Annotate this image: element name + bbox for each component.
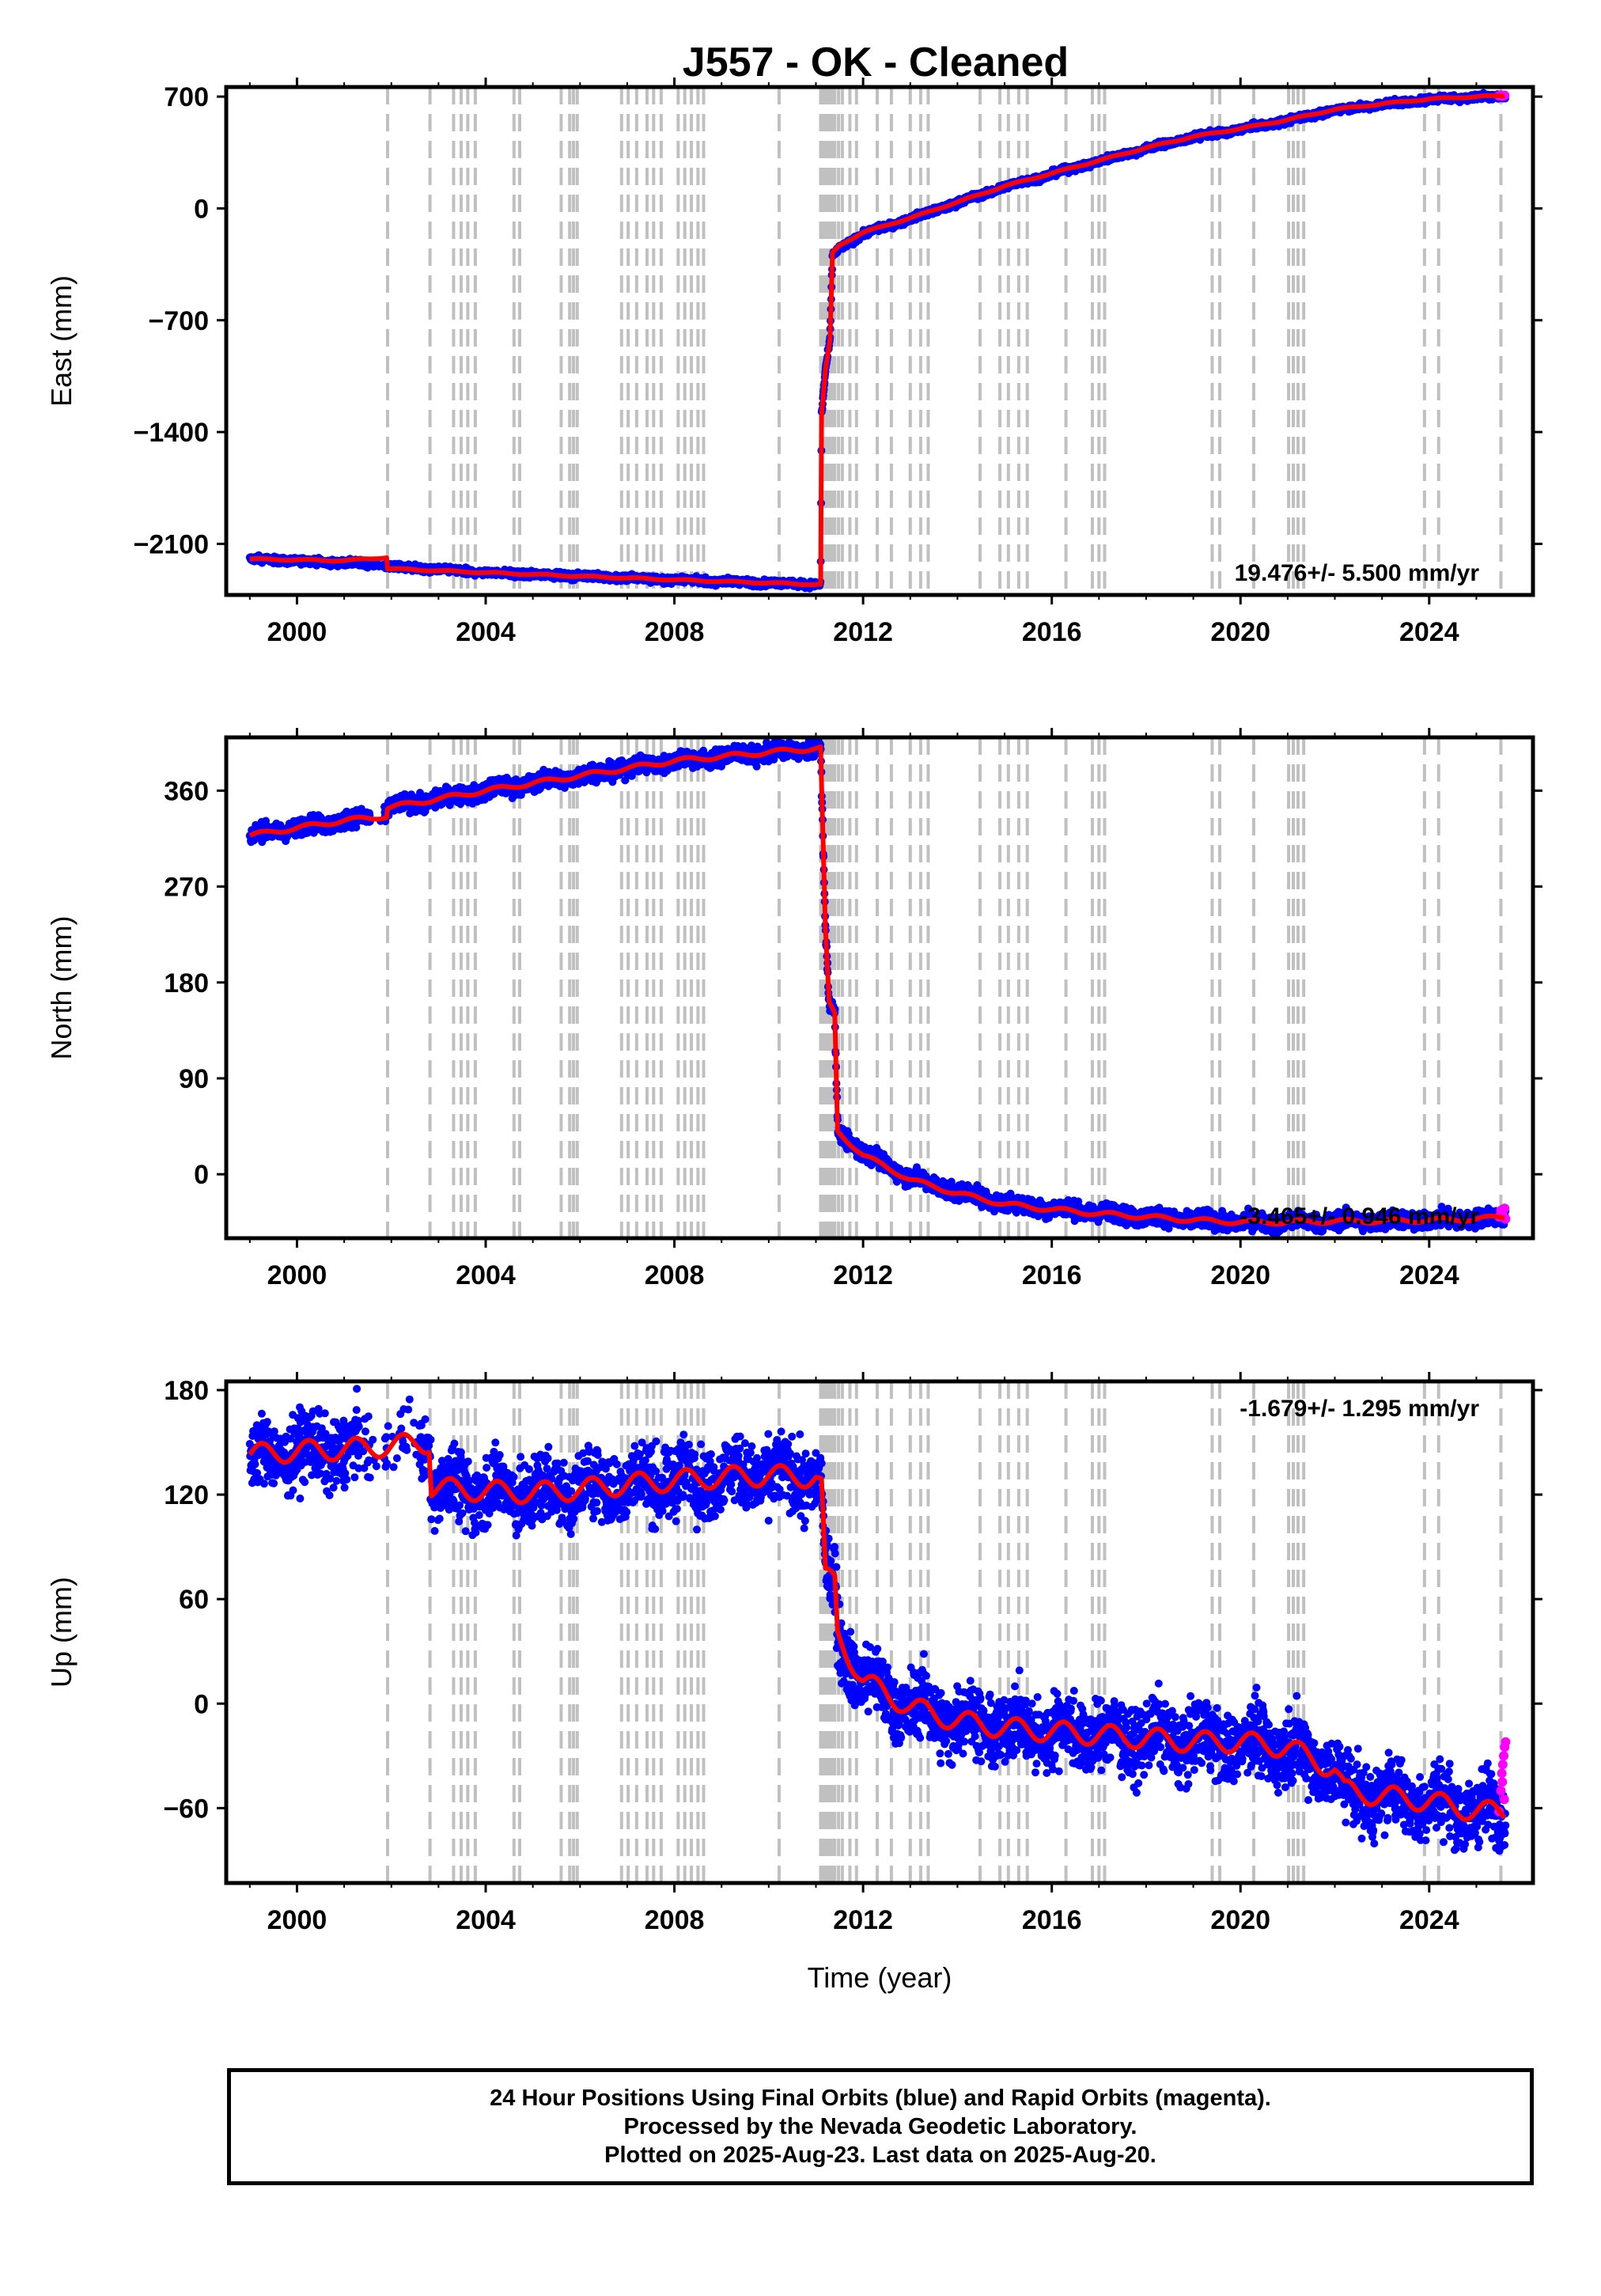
x-tick-label: 2008 bbox=[645, 617, 705, 647]
y-tick-label: −700 bbox=[148, 306, 209, 336]
x-tick-label: 2000 bbox=[267, 617, 327, 647]
east-frame bbox=[224, 85, 1535, 597]
east-rate-label: 19.476+/- 5.500 mm/yr bbox=[1235, 560, 1480, 586]
east-event-lines bbox=[385, 87, 1503, 595]
x-tick-label: 2012 bbox=[833, 617, 893, 647]
y-tick-label: −2100 bbox=[134, 529, 210, 559]
x-tick-label: 2024 bbox=[1399, 617, 1459, 647]
x-tick-label: 2020 bbox=[1210, 617, 1270, 647]
x-tick-label: 2016 bbox=[1022, 617, 1082, 647]
x-tick-label: 2004 bbox=[456, 617, 516, 647]
east-panel: 2000 2004 2008 2012 2016 2020 2024 −2100 −1400 −7… bbox=[45, 78, 1542, 647]
east-y-axis-label: East (mm) bbox=[45, 275, 78, 407]
chart-title: J557 - OK - Cleaned bbox=[683, 40, 1069, 85]
y-tick-label: 0 bbox=[194, 194, 209, 224]
y-tick-label: 700 bbox=[164, 82, 209, 112]
north-event-lines bbox=[385, 737, 1503, 1238]
y-tick-label: −1400 bbox=[134, 418, 210, 448]
north-panel: 2000 2004 2008 2012 2016 2020 2024090180270360… bbox=[45, 728, 1542, 1290]
chart-panels: 2000 2004 2008 2012 2016 2020 2024 −2100 −1400 −7… bbox=[45, 78, 1542, 1935]
